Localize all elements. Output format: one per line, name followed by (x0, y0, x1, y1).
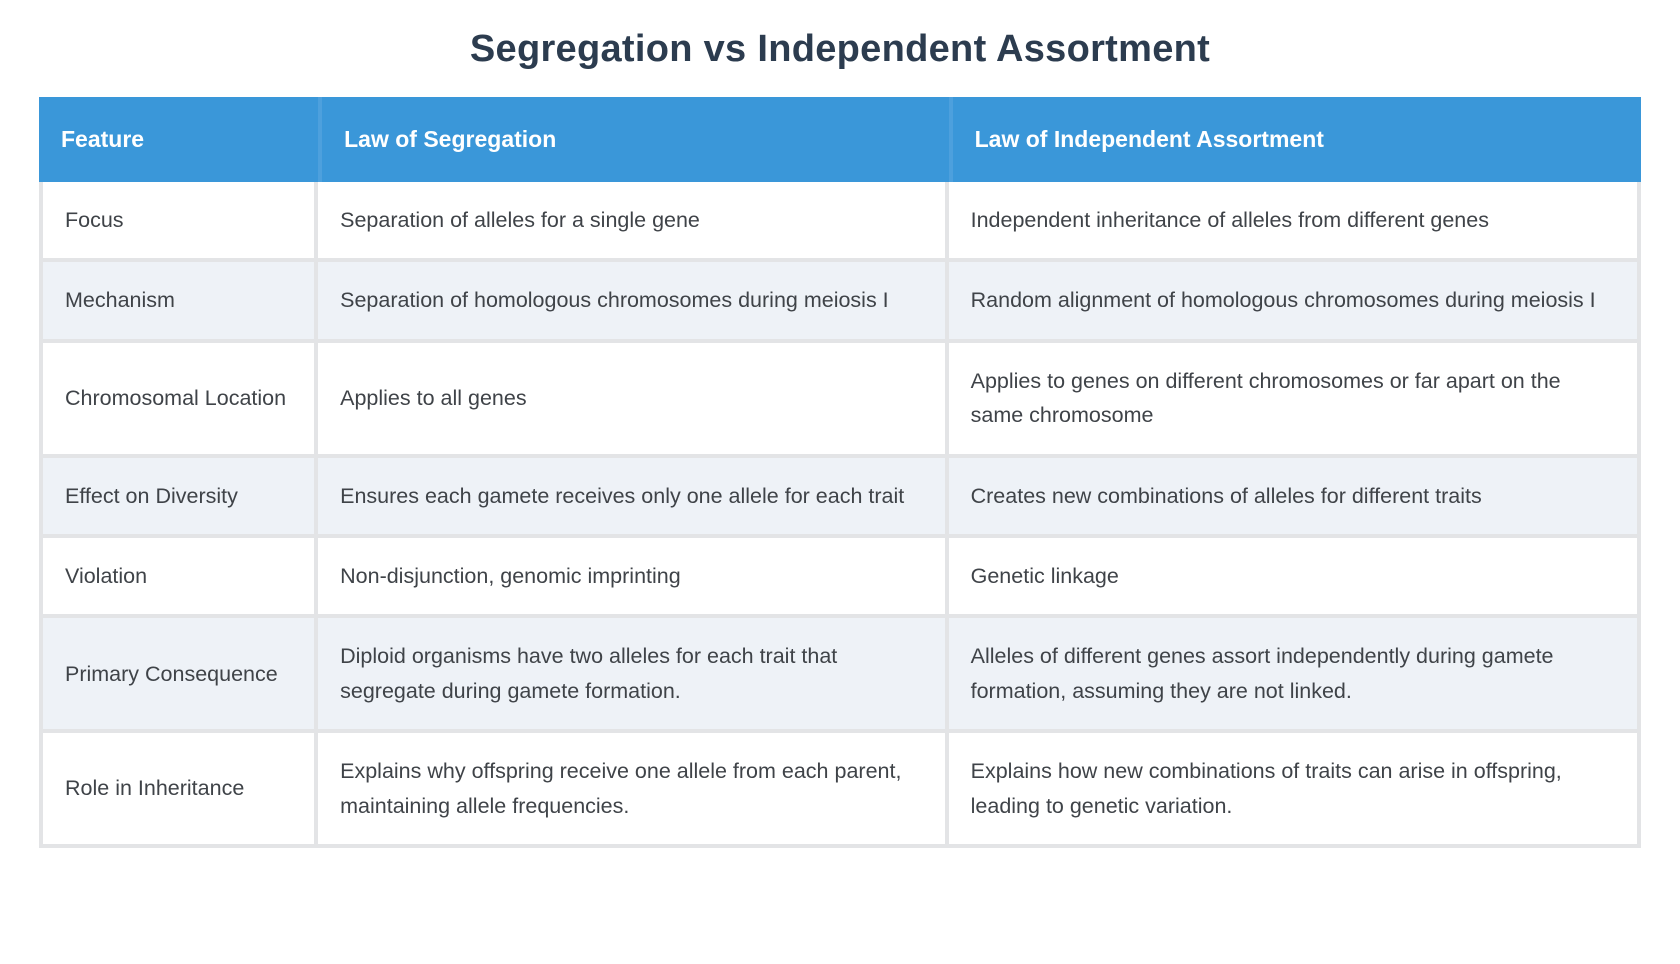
table-row-mechanism: Mechanism Separation of homologous chrom… (39, 262, 1641, 343)
feature-cell: Chromosomal Location (39, 342, 319, 458)
header-row: Feature Law of Segregation Law of Indepe… (39, 97, 1641, 182)
segregation-cell: Separation of alleles for a single gene (318, 182, 949, 263)
table-row-effect-on-diversity: Effect on Diversity Ensures each gamete … (39, 457, 1641, 538)
segregation-cell: Diploid organisms have two alleles for e… (318, 618, 949, 734)
feature-cell: Focus (39, 182, 319, 263)
table-row-chromosomal-location: Chromosomal Location Applies to all gene… (39, 342, 1641, 458)
segregation-cell: Applies to all genes (318, 342, 949, 458)
column-header-law-of-independent-assortment: Law of Independent Assortment (948, 97, 1641, 182)
table-row-primary-consequence: Primary Consequence Diploid organisms ha… (39, 618, 1641, 734)
assortment-cell: Explains how new combinations of traits … (948, 733, 1641, 848)
feature-cell: Primary Consequence (39, 618, 319, 734)
feature-cell: Role in Inheritance (39, 733, 319, 848)
table-body: Focus Separation of alleles for a single… (39, 182, 1641, 848)
table-header: Feature Law of Segregation Law of Indepe… (39, 97, 1641, 182)
table-row-violation: Violation Non-disjunction, genomic impri… (39, 537, 1641, 619)
segregation-cell: Non-disjunction, genomic imprinting (318, 537, 949, 619)
comparison-table: Feature Law of Segregation Law of Indepe… (39, 97, 1641, 848)
assortment-cell: Independent inheritance of alleles from … (948, 182, 1641, 263)
column-header-law-of-segregation: Law of Segregation (318, 97, 949, 182)
segregation-cell: Ensures each gamete receives only one al… (318, 457, 949, 538)
feature-cell: Effect on Diversity (39, 457, 319, 538)
page-title: Segregation vs Independent Assortment (469, 28, 1211, 70)
assortment-cell: Genetic linkage (948, 537, 1641, 619)
table-row-role-in-inheritance: Role in Inheritance Explains why offspri… (39, 733, 1641, 848)
assortment-cell: Alleles of different genes assort indepe… (948, 618, 1641, 734)
assortment-cell: Random alignment of homologous chromosom… (948, 262, 1641, 343)
assortment-cell: Applies to genes on different chromosome… (948, 342, 1641, 458)
table-row-focus: Focus Separation of alleles for a single… (39, 182, 1641, 263)
segregation-cell: Explains why offspring receive one allel… (318, 733, 949, 848)
feature-cell: Mechanism (39, 262, 319, 343)
column-header-feature: Feature (39, 97, 319, 182)
assortment-cell: Creates new combinations of alleles for … (948, 457, 1641, 538)
segregation-cell: Separation of homologous chromosomes dur… (318, 262, 949, 343)
feature-cell: Violation (39, 537, 319, 619)
